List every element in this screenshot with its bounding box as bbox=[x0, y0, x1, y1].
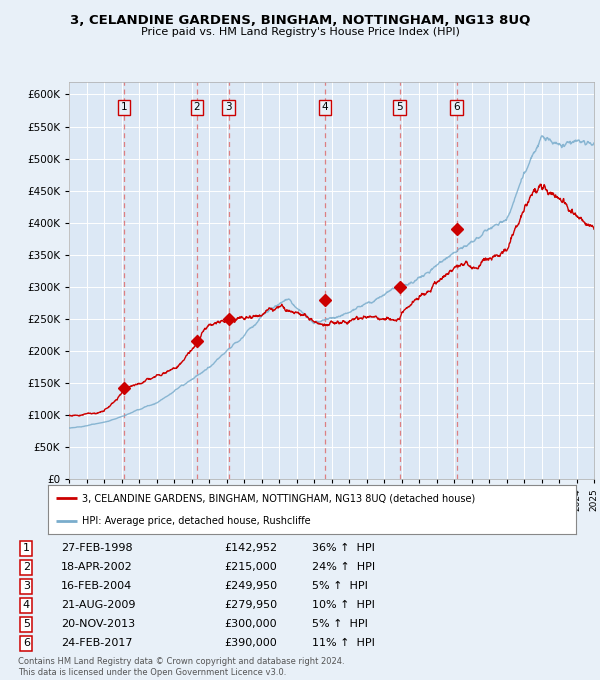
Text: £279,950: £279,950 bbox=[224, 600, 277, 610]
Text: 2: 2 bbox=[23, 562, 30, 572]
Text: 5: 5 bbox=[396, 103, 403, 112]
Text: 3, CELANDINE GARDENS, BINGHAM, NOTTINGHAM, NG13 8UQ (detached house): 3, CELANDINE GARDENS, BINGHAM, NOTTINGHA… bbox=[82, 493, 476, 503]
Text: 5% ↑  HPI: 5% ↑ HPI bbox=[311, 619, 367, 629]
Text: £142,952: £142,952 bbox=[224, 543, 277, 553]
Text: 21-AUG-2009: 21-AUG-2009 bbox=[61, 600, 136, 610]
Text: 1: 1 bbox=[121, 103, 127, 112]
Text: £215,000: £215,000 bbox=[224, 562, 277, 572]
Text: 24-FEB-2017: 24-FEB-2017 bbox=[61, 639, 133, 648]
Text: 11% ↑  HPI: 11% ↑ HPI bbox=[311, 639, 374, 648]
Text: 20-NOV-2013: 20-NOV-2013 bbox=[61, 619, 135, 629]
Text: 4: 4 bbox=[23, 600, 30, 610]
Text: £249,950: £249,950 bbox=[224, 581, 277, 591]
Text: HPI: Average price, detached house, Rushcliffe: HPI: Average price, detached house, Rush… bbox=[82, 515, 311, 526]
Text: 24% ↑  HPI: 24% ↑ HPI bbox=[311, 562, 374, 572]
Text: 4: 4 bbox=[322, 103, 329, 112]
Text: 3, CELANDINE GARDENS, BINGHAM, NOTTINGHAM, NG13 8UQ: 3, CELANDINE GARDENS, BINGHAM, NOTTINGHA… bbox=[70, 14, 530, 27]
Text: 5% ↑  HPI: 5% ↑ HPI bbox=[311, 581, 367, 591]
Text: £300,000: £300,000 bbox=[224, 619, 277, 629]
Text: 1: 1 bbox=[23, 543, 30, 553]
Text: 5: 5 bbox=[23, 619, 30, 629]
Text: 2: 2 bbox=[193, 103, 200, 112]
Text: 16-FEB-2004: 16-FEB-2004 bbox=[61, 581, 132, 591]
Text: £390,000: £390,000 bbox=[224, 639, 277, 648]
Text: Price paid vs. HM Land Registry's House Price Index (HPI): Price paid vs. HM Land Registry's House … bbox=[140, 27, 460, 37]
Text: 27-FEB-1998: 27-FEB-1998 bbox=[61, 543, 133, 553]
Text: 10% ↑  HPI: 10% ↑ HPI bbox=[311, 600, 374, 610]
Text: Contains HM Land Registry data © Crown copyright and database right 2024.: Contains HM Land Registry data © Crown c… bbox=[18, 657, 344, 666]
Text: 6: 6 bbox=[23, 639, 30, 648]
Text: 6: 6 bbox=[454, 103, 460, 112]
Text: 18-APR-2002: 18-APR-2002 bbox=[61, 562, 133, 572]
Text: This data is licensed under the Open Government Licence v3.0.: This data is licensed under the Open Gov… bbox=[18, 668, 286, 677]
Text: 36% ↑  HPI: 36% ↑ HPI bbox=[311, 543, 374, 553]
Text: 3: 3 bbox=[23, 581, 30, 591]
Text: 3: 3 bbox=[225, 103, 232, 112]
